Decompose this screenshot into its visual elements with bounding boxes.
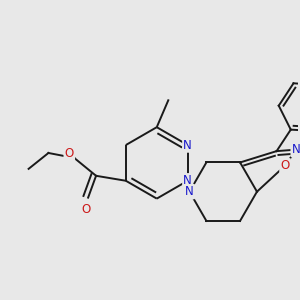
Text: N: N	[183, 174, 192, 187]
Text: N: N	[185, 185, 194, 198]
Text: O: O	[82, 203, 91, 216]
Text: O: O	[65, 148, 74, 160]
Text: N: N	[292, 143, 300, 156]
Text: N: N	[183, 139, 192, 152]
Text: O: O	[280, 159, 290, 172]
